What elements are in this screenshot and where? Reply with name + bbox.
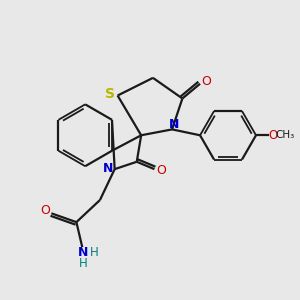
Text: O: O <box>156 164 166 177</box>
Text: H: H <box>90 246 99 259</box>
Text: CH₃: CH₃ <box>276 130 295 140</box>
Text: S: S <box>105 87 115 101</box>
Text: N: N <box>78 246 88 259</box>
Text: H: H <box>79 257 87 270</box>
Text: N: N <box>103 162 113 175</box>
Text: O: O <box>40 204 50 217</box>
Text: O: O <box>268 129 278 142</box>
Text: N: N <box>169 118 180 130</box>
Text: O: O <box>202 75 212 88</box>
